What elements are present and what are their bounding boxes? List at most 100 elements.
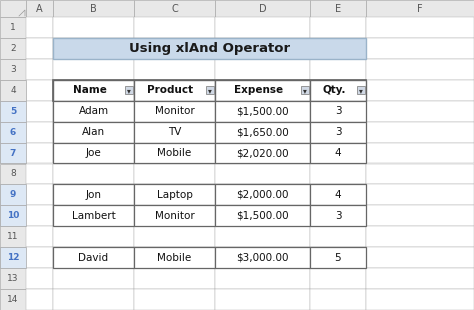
Bar (310, 143, 366, 163)
Bar (0, 268, 26, 289)
Bar (134, 247, 215, 268)
Text: 11: 11 (7, 232, 19, 241)
Bar (215, 205, 310, 226)
Text: 6: 6 (10, 128, 16, 137)
Text: ▾: ▾ (208, 86, 212, 95)
Bar (26, 247, 53, 268)
Bar (0, 226, 26, 247)
Bar (26, 59, 53, 80)
Bar (310, 289, 366, 310)
Bar (26, 268, 53, 289)
Bar (0, 247, 26, 268)
Bar (26, 226, 53, 247)
Bar (215, 163, 310, 184)
Bar (26, 80, 53, 101)
Bar (134, 289, 215, 310)
Bar (215, 122, 310, 143)
Text: 6: 6 (10, 128, 16, 137)
Bar (366, 17, 474, 38)
Text: 10: 10 (7, 211, 19, 220)
Bar (357, 86, 365, 94)
Text: $1,650.00: $1,650.00 (236, 127, 289, 137)
Bar (53, 289, 134, 310)
Text: $1,500.00: $1,500.00 (236, 211, 289, 221)
Bar (366, 59, 474, 80)
Bar (134, 184, 215, 205)
Bar (134, 80, 215, 101)
Text: 14: 14 (7, 295, 18, 304)
Bar (310, 184, 366, 205)
Text: Monitor: Monitor (155, 211, 194, 221)
Bar (0, 38, 26, 59)
Bar (134, 80, 215, 101)
Bar (215, 38, 310, 59)
Bar (134, 122, 215, 143)
Text: C: C (171, 3, 178, 14)
Text: F: F (417, 3, 423, 14)
Text: 12: 12 (7, 253, 19, 262)
Text: 7: 7 (10, 148, 16, 157)
Text: 7: 7 (10, 148, 16, 157)
Bar (310, 268, 366, 289)
Text: $2,020.00: $2,020.00 (236, 148, 289, 158)
Bar (366, 122, 474, 143)
Bar (310, 143, 366, 163)
Bar (26, 289, 53, 310)
Text: David: David (78, 253, 109, 263)
Bar (215, 101, 310, 122)
Text: $1,500.00: $1,500.00 (236, 106, 289, 116)
Bar (310, 0, 366, 17)
Bar (366, 247, 474, 268)
Text: 13: 13 (7, 274, 19, 283)
Bar (53, 0, 134, 17)
Bar (53, 59, 134, 80)
Text: Expense: Expense (234, 85, 283, 95)
Bar (53, 163, 134, 184)
Bar (53, 184, 134, 205)
Bar (134, 101, 215, 122)
Bar (53, 38, 134, 59)
Bar (0, 101, 26, 122)
Text: ▾: ▾ (127, 86, 131, 95)
Bar (134, 247, 215, 268)
Bar (53, 205, 134, 226)
Text: 5: 5 (10, 107, 16, 116)
Bar (215, 0, 310, 17)
Bar (366, 268, 474, 289)
Text: Lambert: Lambert (72, 211, 115, 221)
Bar (310, 184, 366, 205)
Bar (53, 184, 134, 205)
Bar (53, 143, 134, 163)
Text: Alan: Alan (82, 127, 105, 137)
Bar (215, 17, 310, 38)
Bar (26, 17, 53, 38)
Bar (215, 101, 310, 122)
Bar (310, 122, 366, 143)
Bar (310, 59, 366, 80)
Text: Joe: Joe (86, 148, 101, 158)
Bar (310, 205, 366, 226)
Bar (0, 80, 26, 101)
Bar (366, 80, 474, 101)
Bar (134, 59, 215, 80)
Bar (310, 205, 366, 226)
Text: D: D (259, 3, 266, 14)
Bar (134, 101, 215, 122)
Bar (53, 226, 134, 247)
Bar (0, 59, 26, 80)
Bar (215, 226, 310, 247)
Bar (53, 122, 134, 143)
Text: ▾: ▾ (359, 86, 363, 95)
Bar (53, 205, 134, 226)
Bar (215, 205, 310, 226)
Text: Qty.: Qty. (322, 85, 346, 95)
Bar (310, 17, 366, 38)
Bar (301, 86, 309, 94)
Bar (134, 268, 215, 289)
Bar (0, 184, 26, 205)
Text: 4: 4 (10, 86, 16, 95)
Bar (310, 122, 366, 143)
Text: $3,000.00: $3,000.00 (236, 253, 289, 263)
Bar (366, 143, 474, 163)
Text: A: A (36, 3, 43, 14)
